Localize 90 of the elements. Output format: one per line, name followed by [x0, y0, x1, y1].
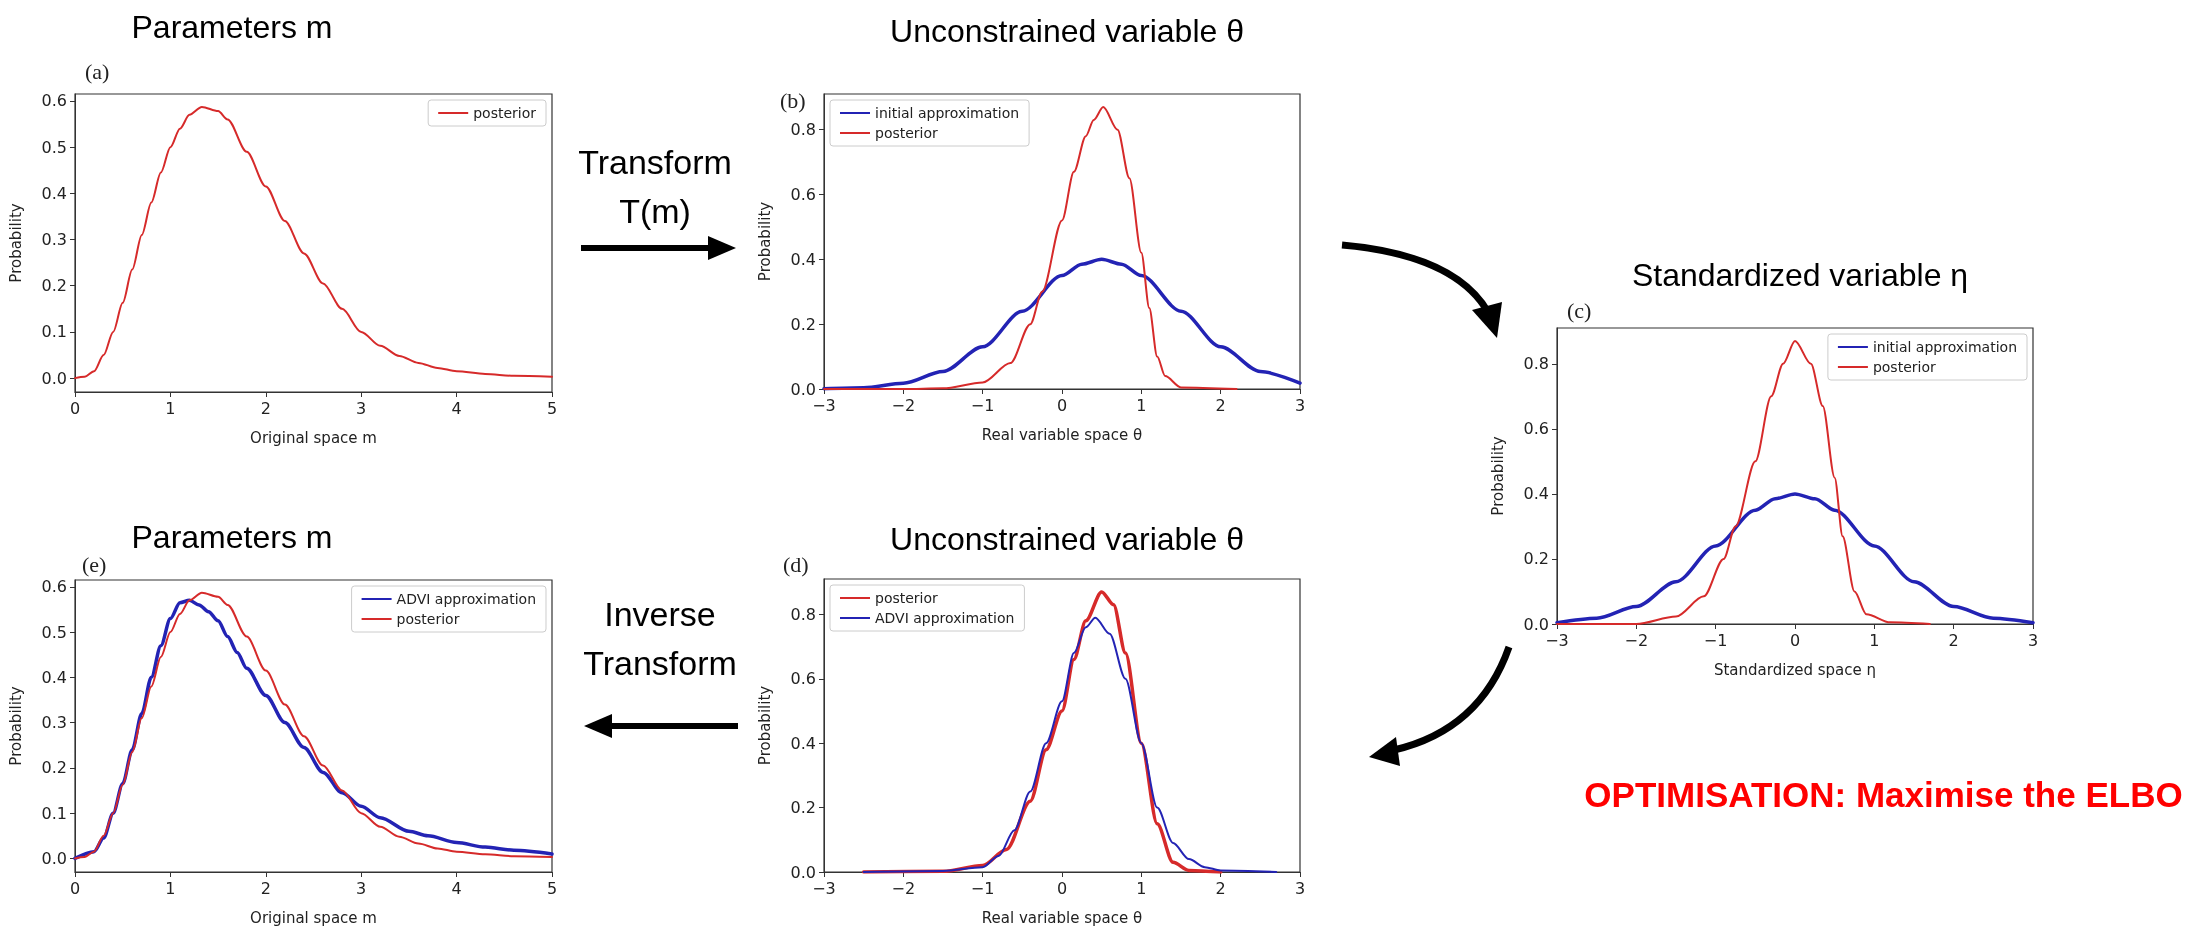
x-tick-label: 0: [1789, 630, 1801, 650]
y-tick-label: 0.4: [1523, 484, 1549, 504]
x-tick-label: 0: [69, 398, 81, 418]
x-tick-label: 2: [1215, 878, 1226, 898]
x-tick-label: −2: [891, 395, 916, 415]
chart-title: Parameters m: [131, 9, 333, 45]
chart-subtitle: (d): [783, 551, 809, 577]
legend-label: initial approximation: [1872, 339, 2018, 355]
line-series: [823, 105, 1238, 390]
legend-label: posterior: [875, 125, 939, 141]
y-tick-label: 0.3: [41, 713, 67, 733]
y-tick-label: 0.2: [1523, 549, 1549, 569]
x-tick-label: 1: [165, 398, 176, 418]
x-axis-title: Real variable space θ: [981, 908, 1143, 927]
text: Inverse Transform: [582, 594, 738, 685]
y-tick-label: 0.6: [790, 669, 816, 689]
chart-subtitle: (b): [780, 87, 806, 113]
y-tick-label: 0.6: [41, 577, 67, 597]
legend-label: initial approximation: [875, 105, 1020, 121]
y-axis-title: Probability: [1488, 436, 1507, 516]
x-tick-label: 1: [1136, 878, 1147, 898]
y-tick-label: 0.8: [790, 604, 816, 624]
y-tick-label: 0.6: [790, 184, 816, 204]
y-tick-label: 0.2: [41, 758, 67, 778]
x-tick-label: 3: [1294, 395, 1306, 415]
x-tick-label: 2: [1948, 630, 1959, 650]
x-tick-label: 3: [1294, 878, 1306, 898]
y-tick-label: 0.8: [1523, 354, 1549, 374]
legend-label: posterior: [473, 105, 537, 121]
y-tick-label: 0.3: [41, 230, 67, 250]
chart-title: Unconstrained variable θ: [890, 13, 1244, 49]
chart-title: Standardized variable η: [1631, 257, 1969, 293]
y-tick-label: 0.4: [790, 733, 816, 753]
x-tick-label: −1: [970, 878, 995, 898]
legend-label: posterior: [875, 590, 939, 606]
x-tick-label: 1: [1869, 630, 1880, 650]
y-tick-label: 0.5: [41, 137, 67, 157]
y-tick-label: 0.4: [41, 183, 67, 203]
y-tick-label: 0.2: [790, 798, 816, 818]
x-tick-label: 3: [2027, 630, 2039, 650]
x-tick-label: 1: [1136, 395, 1147, 415]
y-tick-label: 0.5: [41, 622, 67, 642]
x-tick-label: −1: [970, 395, 995, 415]
line-series: [74, 105, 553, 380]
x-axis-title: Real variable space θ: [981, 425, 1143, 444]
x-tick-label: 0: [1056, 878, 1068, 898]
y-axis-title: Probability: [755, 201, 774, 282]
y-axis-title: Probability: [6, 686, 25, 766]
x-axis-title: Original space m: [250, 428, 377, 447]
legend-label: posterior: [1872, 359, 1936, 375]
y-axis-title: Probability: [755, 685, 774, 766]
x-tick-label: 4: [451, 398, 462, 418]
y-tick-label: 0.0: [41, 368, 67, 388]
x-tick-label: 1: [165, 878, 176, 898]
text: OPTIMISATION: Maximise the ELBO: [1583, 774, 2184, 816]
chart-title: Parameters m: [131, 519, 333, 555]
y-tick-label: 0.4: [790, 249, 816, 269]
y-tick-label: 0.1: [41, 322, 67, 342]
x-tick-label: 5: [546, 878, 558, 898]
y-tick-label: 0.6: [41, 91, 67, 111]
x-tick-label: −2: [1624, 630, 1649, 650]
legend-label: posterior: [396, 611, 460, 627]
legend-label: ADVI approximation: [396, 591, 537, 607]
y-tick-label: 0.2: [790, 314, 816, 334]
x-tick-label: 3: [356, 878, 367, 898]
x-tick-label: 2: [1215, 395, 1226, 415]
y-tick-label: 0.0: [41, 848, 67, 868]
y-tick-label: 0.8: [790, 120, 816, 140]
x-tick-label: 5: [546, 398, 558, 418]
x-tick-label: 0: [69, 878, 81, 898]
x-axis-title: Standardized space η: [1713, 660, 1877, 679]
text: Transform T(m): [577, 142, 733, 233]
chart-title: Unconstrained variable θ: [890, 521, 1244, 557]
x-tick-label: 2: [260, 878, 271, 898]
y-axis-title: Probability: [6, 203, 25, 283]
x-tick-label: −1: [1703, 630, 1728, 650]
y-tick-label: 0.4: [41, 667, 67, 687]
chart-subtitle: (a): [85, 58, 110, 84]
chart-subtitle: (c): [1567, 297, 1592, 323]
legend-label: ADVI approximation: [875, 610, 1015, 626]
chart-subtitle: (e): [82, 551, 107, 577]
y-tick-label: 0.2: [41, 276, 67, 296]
x-tick-label: 3: [356, 398, 367, 418]
x-tick-label: 0: [1056, 395, 1068, 415]
y-tick-label: 0.6: [1523, 419, 1549, 439]
x-axis-title: Original space m: [250, 908, 377, 927]
y-tick-label: 0.1: [41, 803, 67, 823]
x-tick-label: 4: [451, 878, 462, 898]
x-tick-label: 2: [260, 398, 271, 418]
x-tick-label: −2: [891, 878, 916, 898]
